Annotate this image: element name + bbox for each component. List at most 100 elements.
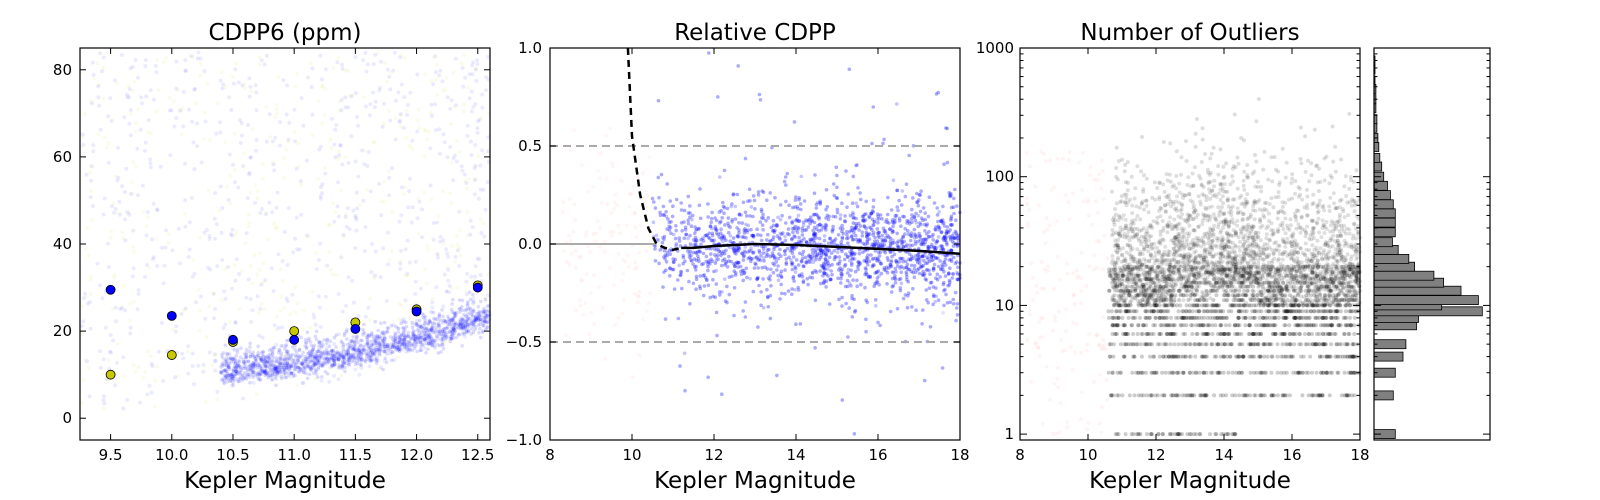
background-point — [372, 140, 377, 145]
background-point — [454, 139, 459, 143]
background-point — [399, 82, 404, 87]
background-point — [430, 297, 435, 301]
background-point — [133, 121, 138, 126]
background-point — [433, 70, 438, 75]
background-point — [415, 129, 420, 134]
background-point — [131, 266, 136, 271]
background-point — [143, 140, 148, 145]
background-point — [253, 368, 258, 373]
background-point — [483, 295, 487, 300]
background-point — [405, 271, 410, 276]
background-point — [254, 137, 259, 142]
background-point — [342, 234, 347, 239]
band-point — [377, 343, 382, 347]
band-point — [304, 346, 309, 351]
background-point — [425, 244, 430, 249]
y-tick-label: 40 — [53, 235, 72, 253]
background-point — [398, 113, 403, 118]
background-point — [222, 289, 227, 294]
background-point — [609, 161, 614, 165]
band-point — [309, 368, 313, 373]
background-point — [452, 104, 456, 109]
background-point — [284, 296, 289, 301]
background-point — [267, 200, 272, 205]
background-point — [281, 156, 286, 160]
background-point — [356, 174, 361, 179]
band-point — [345, 328, 349, 332]
background-point — [251, 380, 256, 385]
background-point — [176, 226, 181, 231]
background-point — [167, 95, 172, 100]
background-point — [310, 66, 315, 71]
background-point — [195, 121, 199, 126]
background-point — [91, 204, 95, 209]
background-point — [343, 214, 348, 219]
background-point — [161, 60, 166, 64]
y-tick-label: 20 — [53, 322, 72, 340]
band-point — [413, 337, 417, 341]
background-point — [359, 365, 364, 370]
background-point — [316, 258, 321, 263]
background-point — [117, 199, 122, 204]
background-point — [248, 84, 253, 89]
background-point — [205, 228, 209, 232]
background-point — [135, 75, 140, 80]
background-point — [422, 345, 427, 350]
background-point — [387, 257, 392, 262]
background-point — [405, 112, 409, 117]
background-point — [89, 189, 94, 194]
background-point — [186, 255, 191, 260]
background-point — [388, 70, 393, 75]
background-point — [479, 115, 484, 120]
background-point — [377, 88, 382, 93]
background-point — [449, 201, 454, 206]
band-point — [361, 322, 366, 327]
background-point — [183, 58, 188, 63]
background-point — [106, 265, 111, 269]
background-point — [335, 204, 340, 209]
background-point — [365, 164, 370, 168]
background-point — [390, 249, 395, 254]
background-point — [354, 217, 359, 222]
background-point — [338, 143, 343, 148]
background-point — [473, 67, 478, 72]
band-point — [457, 322, 461, 327]
background-point — [625, 253, 630, 258]
background-point — [196, 50, 201, 55]
band-point — [365, 357, 369, 362]
background-point — [212, 216, 217, 221]
background-point — [477, 117, 482, 122]
background-point — [213, 307, 217, 311]
background-point — [239, 121, 244, 126]
background-point — [87, 394, 92, 399]
band-point — [339, 339, 344, 344]
band-point — [445, 322, 450, 326]
background-point — [267, 112, 272, 117]
background-point — [368, 296, 373, 301]
background-point — [458, 228, 463, 233]
background-point — [467, 72, 472, 77]
background-point — [453, 312, 458, 317]
band-point — [220, 355, 224, 360]
background-point — [137, 400, 142, 405]
band-point — [289, 371, 294, 376]
band-point — [282, 371, 286, 376]
background-point — [136, 193, 140, 198]
background-point — [219, 298, 224, 303]
band-point — [436, 323, 441, 328]
background-point — [88, 300, 93, 304]
background-point — [632, 211, 637, 216]
background-point — [426, 129, 431, 134]
background-point — [155, 58, 160, 63]
background-point — [182, 308, 187, 312]
band-point — [279, 344, 284, 348]
background-point — [353, 215, 358, 220]
band-point — [353, 356, 357, 361]
background-point — [92, 76, 96, 81]
background-point — [441, 241, 446, 246]
background-point — [431, 55, 436, 60]
yellow-median-point — [105, 369, 116, 380]
background-point — [292, 129, 297, 134]
background-point — [611, 282, 616, 287]
